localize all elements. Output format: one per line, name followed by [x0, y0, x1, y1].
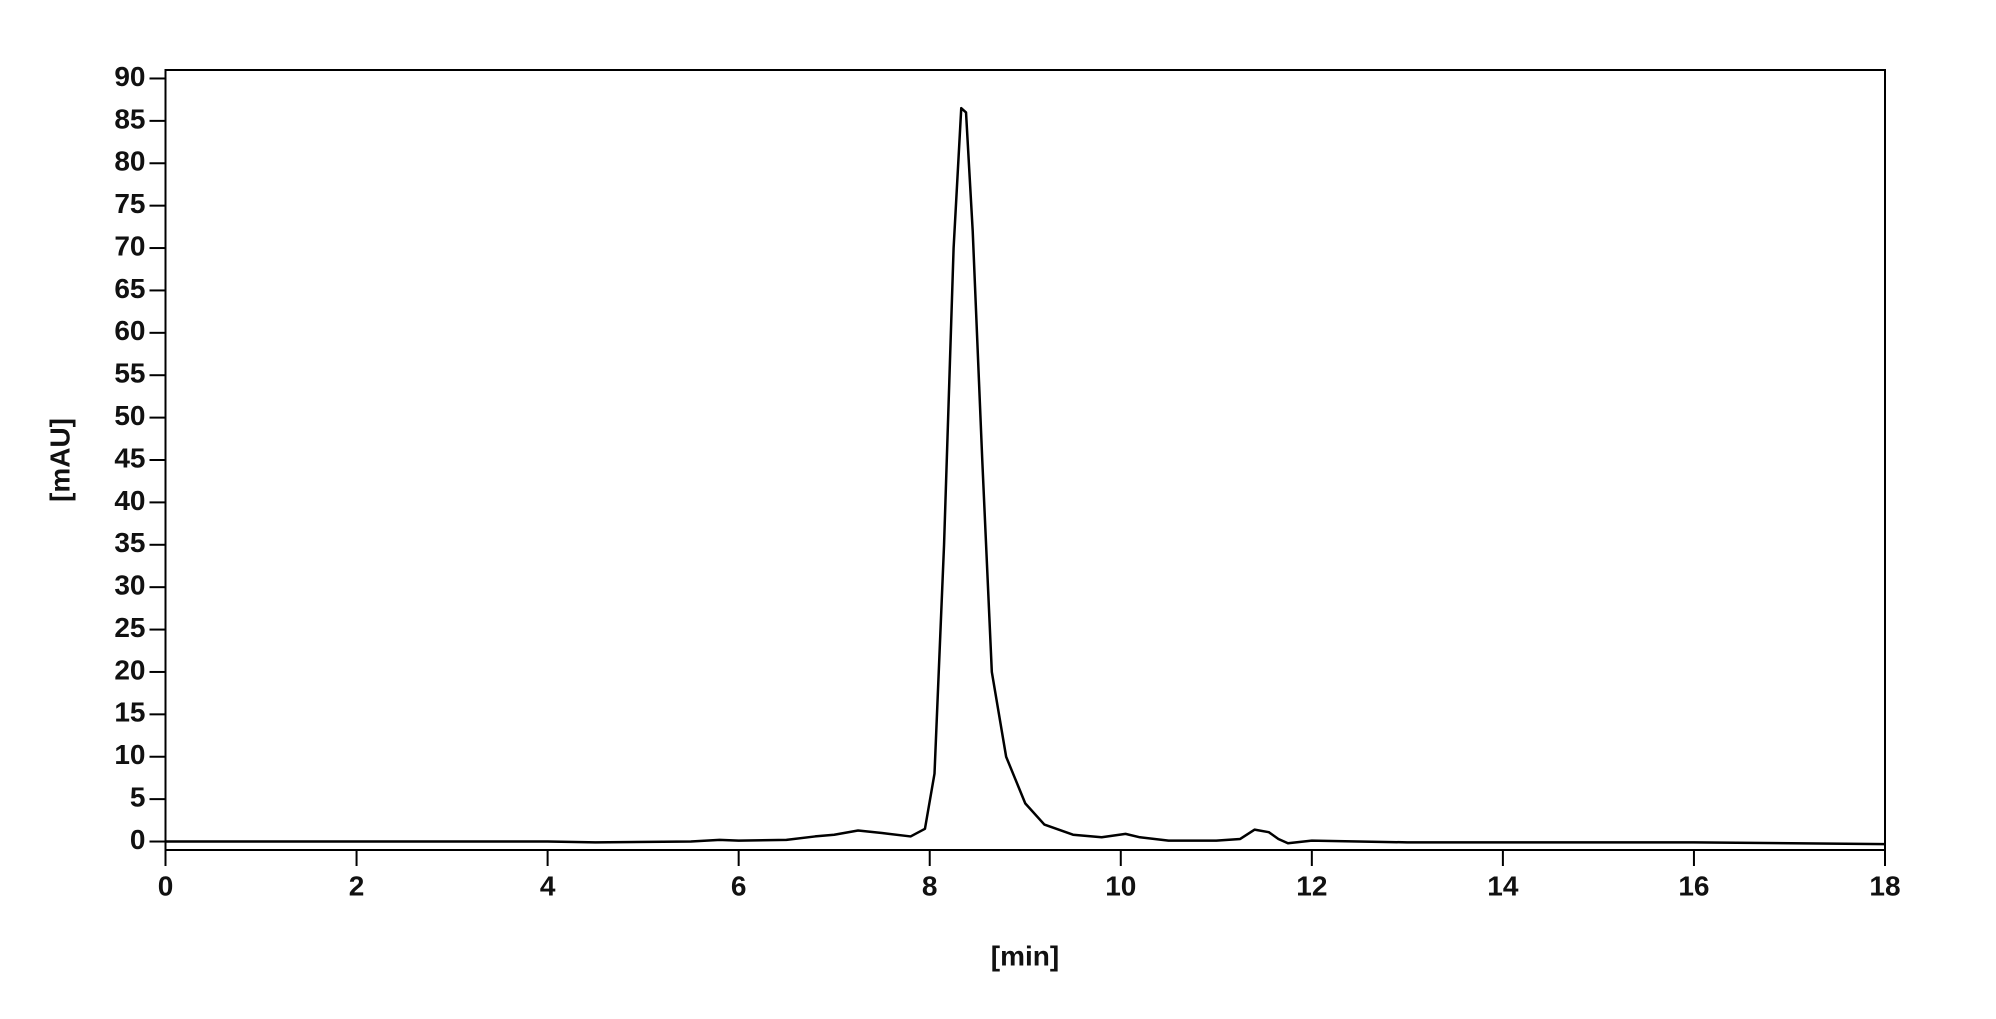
y-tick-label: 50: [114, 400, 145, 431]
y-tick-label: 55: [114, 358, 145, 389]
y-tick-label: 10: [114, 739, 145, 770]
y-tick-label: 35: [114, 527, 145, 558]
y-tick-label: 65: [114, 273, 145, 304]
y-tick-label: 85: [114, 103, 145, 134]
y-tick-label: 20: [114, 654, 145, 685]
x-tick-label: 2: [349, 870, 365, 901]
x-tick-label: 18: [1869, 870, 1900, 901]
x-tick-label: 16: [1678, 870, 1709, 901]
y-tick-label: 40: [114, 485, 145, 516]
x-tick-label: 8: [922, 870, 938, 901]
y-tick-label: 0: [130, 824, 146, 855]
y-tick-label: 90: [114, 61, 145, 92]
y-tick-label: 15: [114, 697, 145, 728]
y-tick-label: 45: [114, 442, 145, 473]
y-tick-label: 60: [114, 315, 145, 346]
y-tick-label: 25: [114, 612, 145, 643]
y-tick-label: 5: [130, 782, 146, 813]
plot-frame: [164, 69, 1886, 851]
x-tick-label: 14: [1487, 870, 1519, 901]
x-axis-label: [min]: [991, 940, 1059, 971]
x-tick-label: 12: [1296, 870, 1327, 901]
x-tick-label: 0: [158, 870, 174, 901]
y-tick-label: 80: [114, 146, 145, 177]
x-tick-label: 10: [1105, 870, 1136, 901]
y-tick-label: 30: [114, 570, 145, 601]
x-tick-label: 4: [540, 870, 556, 901]
y-axis-label: [mAU]: [44, 418, 75, 502]
y-tick-label: 70: [114, 230, 145, 261]
y-tick-label: 75: [114, 188, 145, 219]
chromatogram-line: [165, 106, 1886, 846]
x-tick-label: 6: [731, 870, 747, 901]
